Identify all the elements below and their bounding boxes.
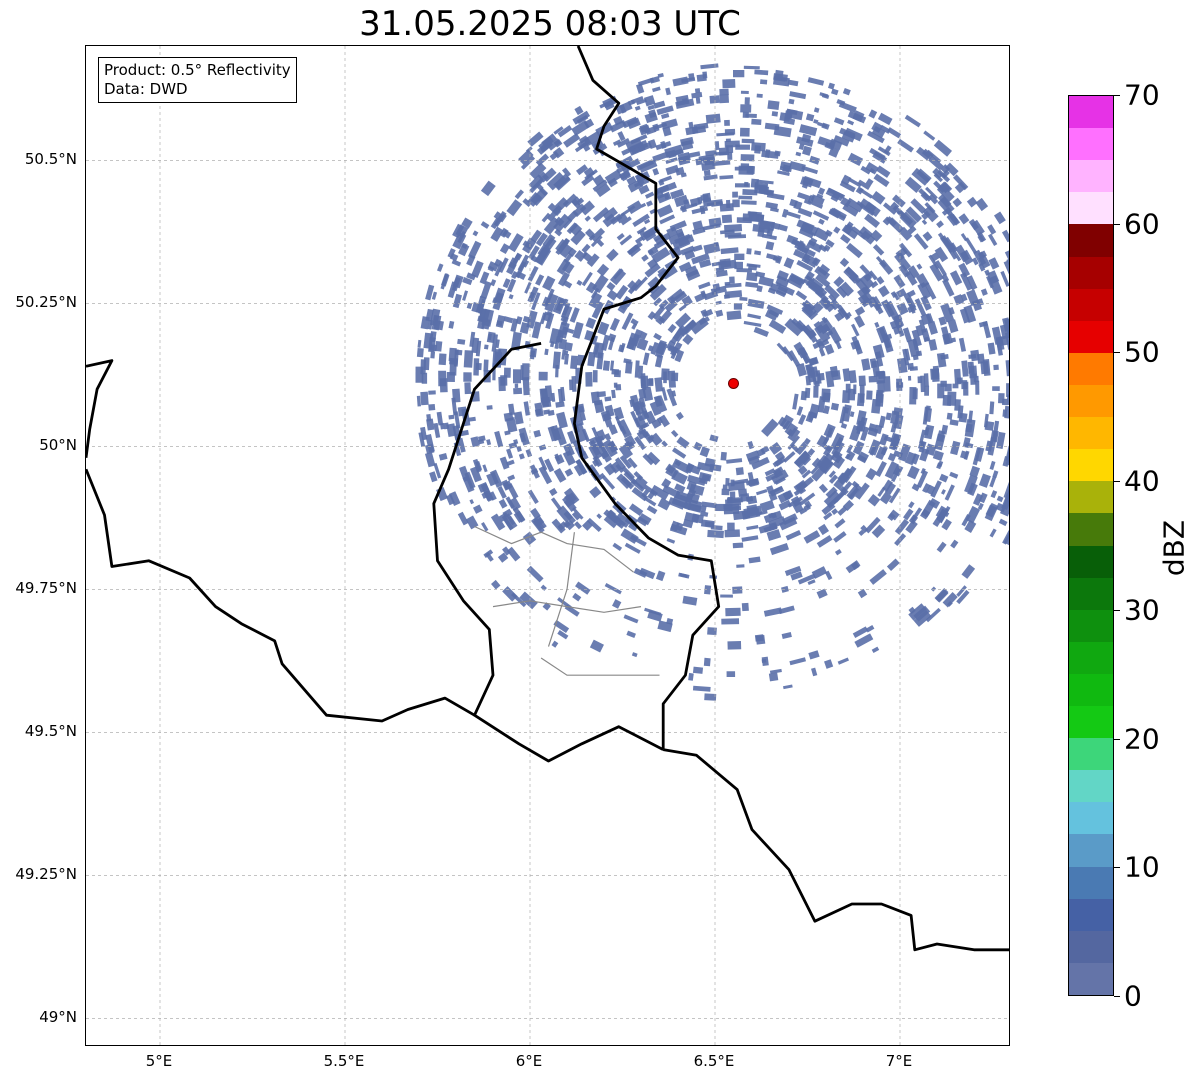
colorbar-tick-mark [1114,352,1120,354]
colorbar-segment [1069,737,1113,771]
colorbar-tick-label: 70 [1124,78,1160,112]
colorbar-segment [1069,191,1113,225]
colorbar-segment [1069,769,1113,803]
colorbar-tick-mark [1114,609,1120,611]
colorbar-segment [1069,801,1113,835]
radar-map[interactable] [85,45,1010,1046]
colorbar-tick-mark [1114,867,1120,869]
product-label: Product: 0.5° Reflectivity [104,61,291,79]
colorbar-tick-mark [1114,95,1120,96]
colorbar-segment [1069,416,1113,450]
lat-tick-label: 50°N [39,436,77,455]
colorbar-segment [1069,384,1113,418]
lat-tick-label: 49.25°N [15,865,77,884]
colorbar-tick-mark [1114,738,1120,740]
lat-tick-label: 50.25°N [15,293,77,312]
data-source-label: Data: DWD [104,80,188,98]
colorbar-tick-mark [1114,481,1120,483]
lat-tick-label: 50.5°N [24,150,77,169]
colorbar-tick-label: 40 [1124,464,1160,498]
lat-tick-label: 49.75°N [15,579,77,598]
colorbar-segment [1069,673,1113,707]
colorbar-tick-mark [1114,223,1120,225]
lon-tick-label: 6.5°E [693,1052,735,1070]
colorbar-tick-mark [1114,996,1120,997]
colorbar-segment [1069,159,1113,193]
lon-tick-label: 7°E [885,1052,913,1070]
colorbar-tick-label: 20 [1124,722,1160,756]
colorbar-tick-label: 60 [1124,207,1160,241]
colorbar-label: dBZ [1157,519,1191,577]
colorbar-segment [1069,256,1113,289]
colorbar-segment [1069,352,1113,385]
colorbar-segment [1069,866,1113,899]
colorbar-segment [1069,512,1113,546]
colorbar-segment [1069,833,1113,867]
lon-tick-label: 5°E [145,1052,173,1070]
colorbar-segment [1069,930,1113,963]
map-title: 31.05.2025 08:03 UTC [359,4,741,44]
colorbar-segment [1069,480,1113,514]
colorbar-segment [1069,95,1113,129]
colorbar-segment [1069,448,1113,482]
colorbar-segment [1069,577,1113,610]
colorbar-segment [1069,127,1113,161]
colorbar [1068,95,1114,996]
colorbar-segment [1069,705,1113,739]
radar-site-marker [728,377,739,389]
colorbar-segment [1069,320,1113,353]
colorbar-tick-label: 10 [1124,850,1160,884]
country-borders [86,46,1009,952]
reflectivity-echoes [415,63,1009,701]
colorbar-segment [1069,962,1113,995]
lat-tick-label: 49.5°N [24,722,77,741]
lon-tick-label: 6°E [515,1052,543,1070]
colorbar-tick-label: 30 [1124,593,1160,627]
colorbar-segment [1069,609,1113,642]
info-box: Product: 0.5° Reflectivity Data: DWD [98,57,297,103]
colorbar-segment [1069,288,1113,321]
colorbar-segment [1069,898,1113,931]
colorbar-tick-label: 0 [1124,979,1142,1013]
map-canvas [86,46,1009,1045]
colorbar-segment [1069,545,1113,578]
lon-tick-label: 5.5°E [323,1052,365,1070]
lat-tick-label: 49°N [39,1008,77,1027]
gridlines [86,46,1009,1045]
colorbar-segment [1069,641,1113,674]
colorbar-segment [1069,223,1113,257]
radar-site-dot [728,377,739,389]
colorbar-tick-label: 50 [1124,335,1160,369]
